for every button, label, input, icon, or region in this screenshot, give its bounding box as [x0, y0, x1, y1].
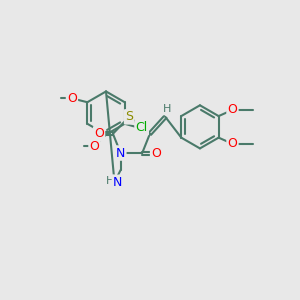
Text: N: N — [116, 146, 125, 160]
Text: O: O — [94, 127, 104, 140]
Text: N: N — [113, 176, 122, 189]
Text: O: O — [89, 140, 99, 153]
Text: O: O — [67, 92, 77, 105]
Text: S: S — [125, 110, 133, 123]
Text: O: O — [227, 137, 237, 150]
Text: H: H — [163, 104, 171, 114]
Text: O: O — [227, 103, 237, 116]
Text: H: H — [106, 176, 114, 186]
Text: Cl: Cl — [136, 121, 148, 134]
Text: O: O — [151, 146, 161, 160]
